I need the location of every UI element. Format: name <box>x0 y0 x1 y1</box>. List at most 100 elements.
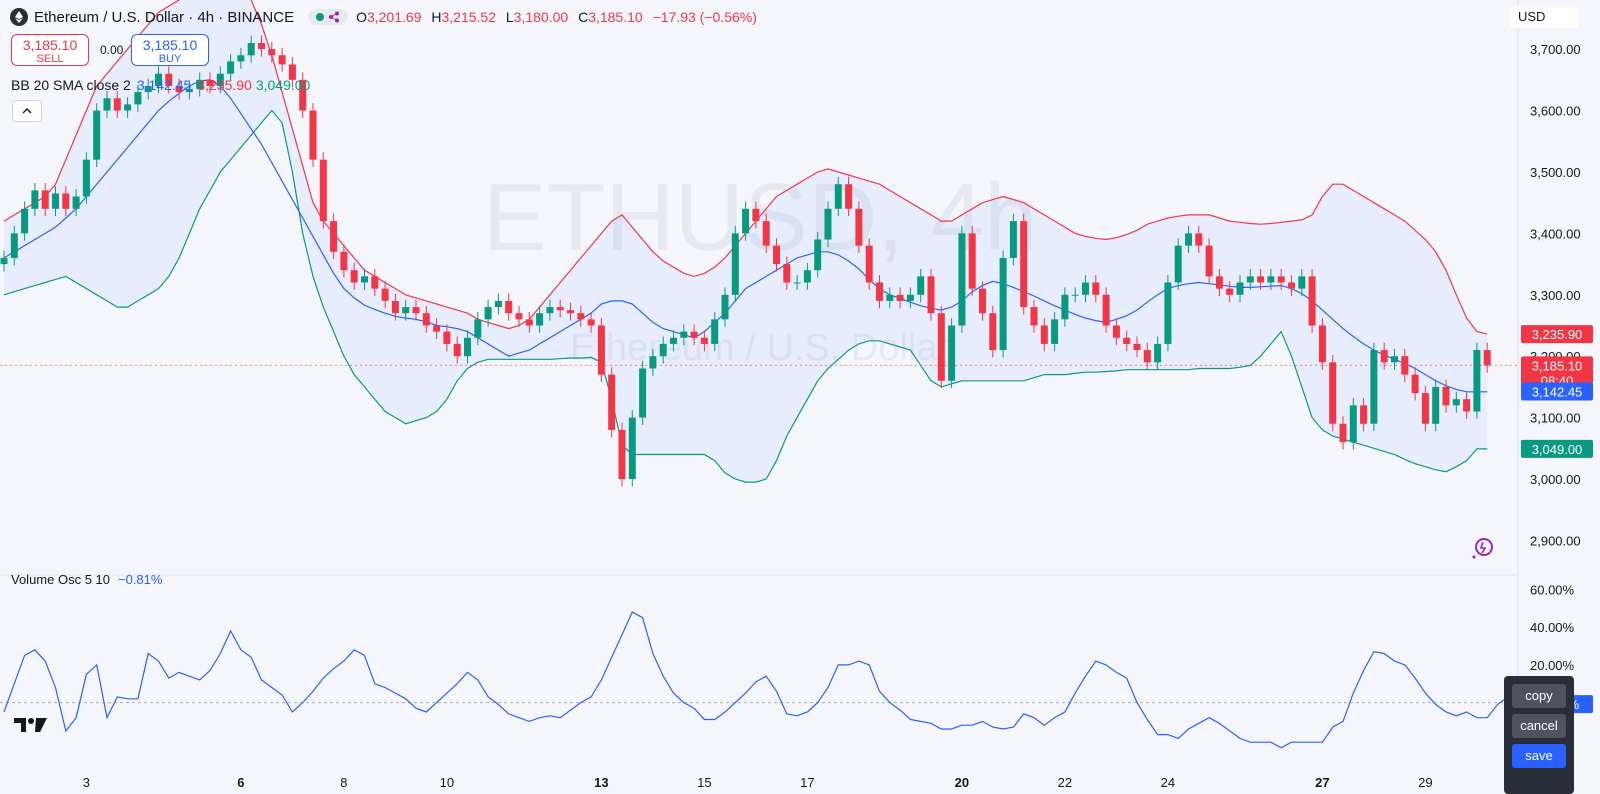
price-tick: 3,400.00 <box>1530 226 1581 241</box>
osc-tick: 40.00% <box>1530 620 1575 635</box>
candle <box>731 226 739 303</box>
save-button[interactable]: save <box>1512 744 1566 768</box>
svg-text:3,142.45: 3,142.45 <box>1532 385 1583 400</box>
candle <box>1205 238 1213 284</box>
price-tick: 3,600.00 <box>1530 104 1581 119</box>
candle <box>288 57 296 88</box>
candle <box>1483 342 1491 373</box>
high-label: H <box>431 9 442 25</box>
time-tick: 29 <box>1418 775 1432 790</box>
buy-button[interactable]: 3,185.10 BUY <box>131 34 209 66</box>
candle <box>948 318 956 389</box>
candle <box>21 201 29 241</box>
candle <box>1154 336 1162 370</box>
candle <box>309 103 317 168</box>
bollinger-band-fill <box>4 0 1488 483</box>
change-value: −17.93 (−0.56%) <box>652 9 757 25</box>
candle <box>845 176 853 217</box>
candle <box>278 47 286 72</box>
candle <box>536 305 544 333</box>
time-tick: 17 <box>800 775 814 790</box>
currency-select[interactable]: USD <box>1510 6 1578 28</box>
ohlc-values: O3,201.69 H3,215.52 L3,180.00 C3,185.10 … <box>356 9 757 25</box>
svg-text:3,049.00: 3,049.00 <box>1532 442 1583 457</box>
market-status[interactable] <box>308 9 349 25</box>
candle <box>979 281 986 321</box>
candle <box>237 47 245 69</box>
candle <box>742 201 750 241</box>
candle <box>1071 287 1079 303</box>
candle <box>1452 391 1460 413</box>
candle <box>391 293 399 321</box>
candle <box>1463 391 1471 419</box>
open-value: 3,201.69 <box>366 9 422 25</box>
price-labels: 3,235.903,185.1008:403,142.453,049.00−0.… <box>1521 325 1593 714</box>
candle <box>330 213 338 260</box>
sell-button[interactable]: 3,185.10 SELL <box>11 34 89 66</box>
candle <box>433 318 441 339</box>
candle <box>1092 275 1100 303</box>
candle <box>1143 342 1151 370</box>
close-label: C <box>578 9 589 25</box>
candle <box>597 318 605 382</box>
symbol-header: Ethereum / U.S. Dollar · 4h · BINANCE O3… <box>10 6 757 28</box>
candle <box>814 232 822 278</box>
candle <box>103 90 111 118</box>
candle <box>783 256 791 290</box>
candle <box>1339 416 1347 450</box>
svg-text:3,235.90: 3,235.90 <box>1532 327 1583 342</box>
sparkle-icon[interactable] <box>1470 535 1496 561</box>
candle <box>1174 238 1182 290</box>
candle <box>422 305 430 333</box>
candle <box>1236 275 1244 303</box>
candle <box>587 311 595 333</box>
candle <box>906 287 914 309</box>
time-axis[interactable]: 3 6 8 10 13 15 17 20 22 24 27 29 <box>83 775 1433 790</box>
candle <box>196 72 204 97</box>
candle <box>1298 268 1306 297</box>
candle <box>1040 318 1048 352</box>
candle <box>1421 385 1429 432</box>
candle <box>525 311 533 333</box>
candle <box>1349 397 1357 450</box>
osc-axis[interactable]: 60.00% 40.00% 20.00% <box>1530 582 1575 672</box>
price-axis[interactable]: 2,900.003,000.003,100.003,200.003,300.00… <box>1530 42 1581 548</box>
vol-osc-value: −0.81% <box>118 572 163 587</box>
candle <box>1473 342 1481 419</box>
time-tick: 24 <box>1161 775 1175 790</box>
candle <box>1123 330 1131 352</box>
candle <box>1411 367 1419 401</box>
symbol-title[interactable]: Ethereum / U.S. Dollar · 4h · BINANCE <box>34 8 295 26</box>
bb-legend[interactable]: BB 20 SMA close 2 3,142.45 3,235.90 3,049.0… <box>11 77 310 93</box>
candle <box>690 324 698 346</box>
candle <box>1370 342 1378 432</box>
candle <box>546 299 554 321</box>
ethereum-logo-icon <box>10 8 28 26</box>
collapse-legend-button[interactable] <box>12 100 42 122</box>
candle <box>1432 379 1440 432</box>
candle <box>1164 275 1172 352</box>
candle <box>721 287 729 327</box>
candle <box>1277 268 1285 290</box>
cancel-button[interactable]: cancel <box>1512 714 1566 738</box>
copy-button[interactable]: copy <box>1512 684 1566 708</box>
candle <box>886 287 894 309</box>
share-icon <box>329 11 340 23</box>
candle <box>464 330 471 364</box>
osc-tick: 60.00% <box>1530 582 1575 597</box>
candle <box>628 410 636 487</box>
candle <box>865 238 873 290</box>
candle <box>989 305 997 358</box>
tradingview-logo-icon[interactable] <box>14 716 48 734</box>
price-tick: 3,000.00 <box>1530 472 1581 487</box>
candle <box>659 336 667 364</box>
candle <box>62 186 70 217</box>
volume-osc-legend[interactable]: Volume Osc 5 10 −0.81% <box>11 572 162 587</box>
candle <box>824 201 832 247</box>
watermark: ETHUSD, 4h Ethereum / U.S. Dollar <box>483 164 1038 369</box>
candle <box>1215 268 1223 297</box>
candle <box>968 226 976 297</box>
buy-price: 3,185.10 <box>142 37 198 53</box>
candle <box>82 152 90 204</box>
